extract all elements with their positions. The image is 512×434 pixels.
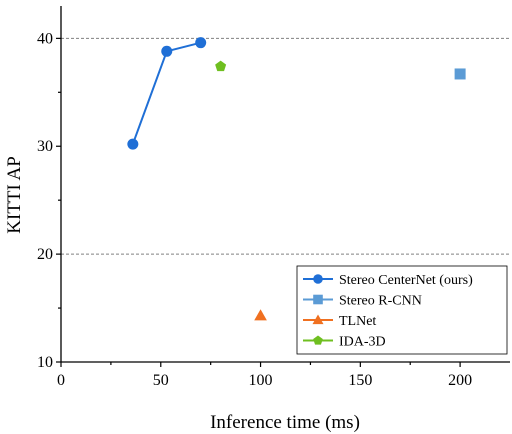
y-tick-label-30: 30 <box>37 138 53 155</box>
series-0-line <box>131 41 201 145</box>
legend-entry-2: TLNet <box>303 314 376 329</box>
series-1-point-0 <box>454 68 466 80</box>
legend-entry-0: Stereo CenterNet (ours) <box>303 273 473 288</box>
legend-entry-2-label: TLNet <box>339 314 376 329</box>
y-tick-label-40: 40 <box>37 30 53 47</box>
series-0 <box>127 37 207 150</box>
series-2-point-0 <box>254 309 267 321</box>
legend-entry-2-marker <box>312 314 324 325</box>
series-0-point-1 <box>161 45 173 57</box>
x-tick-label-100: 100 <box>249 372 273 389</box>
x-tick-label-0: 0 <box>57 372 65 389</box>
series-layer <box>127 37 466 321</box>
legend-entry-1-label: Stereo R-CNN <box>339 294 422 309</box>
series-3 <box>215 60 227 72</box>
series-3-point-0 <box>215 60 227 72</box>
y-tick-label-20: 20 <box>37 246 53 263</box>
legend-entry-0-label: Stereo CenterNet (ours) <box>339 273 473 288</box>
x-tick-label-50: 50 <box>153 372 169 389</box>
legend-entry-3-marker <box>313 335 323 345</box>
x-axis-title: Inference time (ms) <box>210 412 360 433</box>
legend: Stereo CenterNet (ours) Stereo R-CNN TLNet… <box>296 265 508 355</box>
x-tick-label-150: 150 <box>348 372 372 389</box>
y-axis-title: KITTI AP <box>4 156 25 234</box>
legend-entry-0-marker <box>313 274 323 284</box>
axes-layer: 0 50 100 150 200 10 20 30 40 <box>37 6 510 389</box>
series-2 <box>254 309 267 321</box>
series-0-point-0 <box>127 138 139 150</box>
legend-entry-3-label: IDA-3D <box>339 335 386 350</box>
legend-entry-1: Stereo R-CNN <box>303 294 422 309</box>
series-1 <box>454 68 466 80</box>
legend-entry-3: IDA-3D <box>303 335 386 350</box>
y-tick-label-10: 10 <box>37 354 53 371</box>
legend-box <box>296 265 508 355</box>
series-0-point-2 <box>195 37 207 49</box>
x-tick-label-200: 200 <box>448 372 472 389</box>
legend-entry-1-marker <box>313 294 323 305</box>
